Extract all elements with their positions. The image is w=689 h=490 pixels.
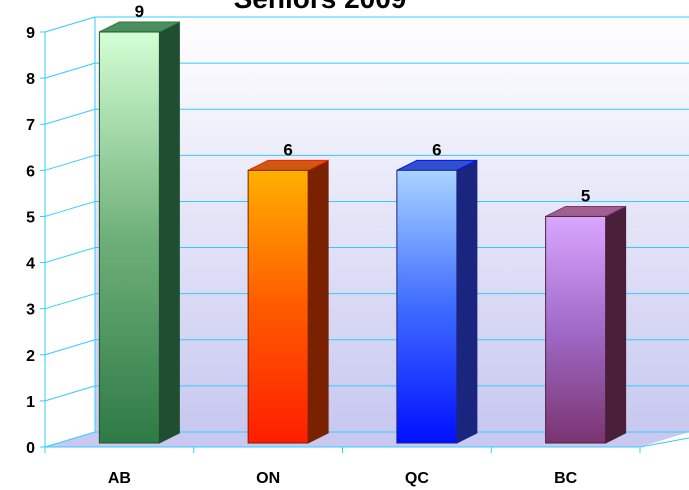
bar-side (158, 21, 180, 444)
gridline-diagonal (44, 431, 96, 448)
bar-side (605, 205, 627, 444)
y-tick-label: 6 (26, 163, 35, 180)
x-tick-label: BC (554, 470, 578, 487)
chart-labels: 9 6 6 5 (135, 2, 591, 205)
bar-front (396, 169, 458, 444)
gridline-diagonal (44, 247, 96, 264)
side-wall (45, 17, 95, 447)
x-tick-label: AB (108, 470, 131, 487)
data-label: 6 (283, 140, 292, 159)
bar-qc (396, 159, 478, 444)
chart-wall (45, 17, 689, 447)
bar-front (545, 215, 607, 444)
gridline-diagonal (44, 339, 96, 356)
y-tick-label: 5 (26, 209, 35, 226)
y-tick-label: 9 (26, 25, 35, 42)
bar-side (456, 159, 478, 444)
gridline-diagonal (44, 16, 96, 33)
data-label: 5 (581, 186, 590, 205)
data-label: 6 (432, 140, 441, 159)
gridline-diagonal (44, 200, 96, 217)
back-wall (95, 17, 689, 432)
bar-on (247, 159, 329, 444)
y-tick-label: 8 (26, 71, 35, 88)
gridline-diagonal (44, 62, 96, 79)
y-tick-label: 4 (26, 256, 35, 273)
y-tick-label: 2 (26, 348, 35, 365)
floor-edge (639, 437, 689, 448)
x-tick-label: ON (256, 470, 280, 487)
bar-side (307, 159, 329, 444)
y-tick-label: 1 (26, 394, 35, 411)
bar-ab (98, 21, 180, 444)
bar-front (247, 169, 309, 444)
y-tick-label: 0 (26, 440, 35, 457)
x-tick-label: QC (405, 470, 429, 487)
chart-axes: 0 1 2 3 4 5 6 7 8 9 AB ON QC BC (26, 25, 689, 487)
y-tick-label: 7 (26, 117, 35, 134)
chart-title: Seniors 2009 (234, 0, 407, 14)
y-tick-label: 3 (26, 302, 35, 319)
floor (45, 432, 689, 447)
gridline-diagonal (44, 108, 96, 125)
chart-bars (98, 21, 627, 444)
gridline-diagonal (44, 385, 96, 402)
gridline-diagonal (44, 293, 96, 310)
gridline-diagonal (44, 154, 96, 171)
bar-front (98, 31, 160, 444)
data-label: 9 (135, 2, 144, 21)
bar-bc (545, 205, 627, 444)
